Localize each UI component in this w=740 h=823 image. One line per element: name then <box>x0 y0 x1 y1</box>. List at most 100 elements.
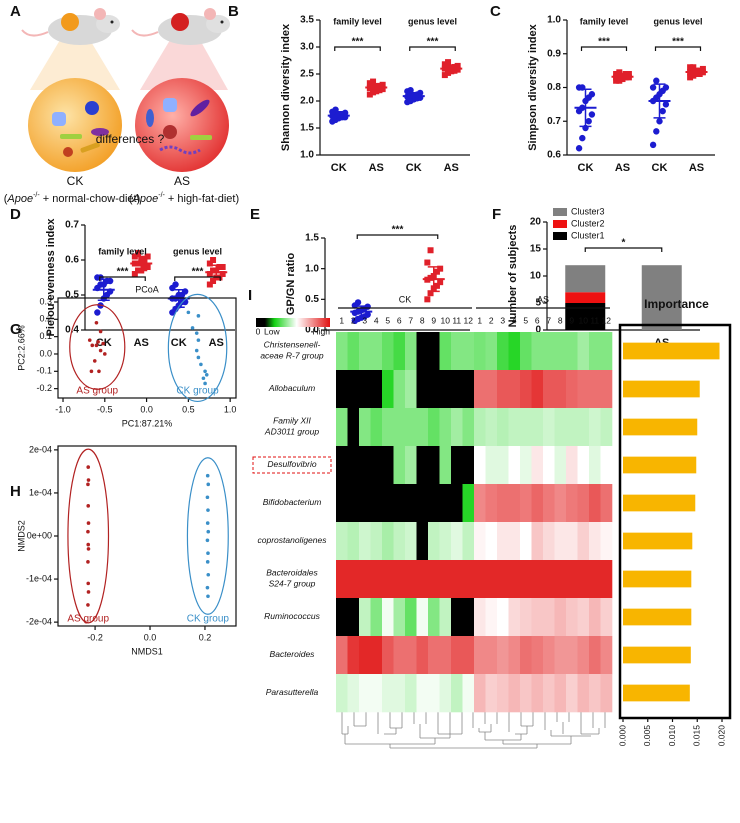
data-point <box>454 66 461 73</box>
data-point <box>625 71 632 77</box>
data-point <box>427 274 434 281</box>
data-point <box>416 89 424 97</box>
y-tick-label: 0.7 <box>547 116 561 127</box>
data-point <box>699 65 706 72</box>
error-bar <box>370 82 383 93</box>
error-bar <box>579 88 592 128</box>
data-point <box>376 87 383 94</box>
data-point <box>588 91 596 98</box>
data-point <box>205 521 210 525</box>
heat-cell <box>336 484 348 523</box>
data-point <box>366 80 373 87</box>
heat-cell <box>577 522 590 561</box>
heat-cell <box>462 446 475 485</box>
heat-cell <box>393 674 406 713</box>
data-point <box>437 279 444 286</box>
data-point <box>445 69 452 76</box>
series-label: CK group <box>187 614 230 625</box>
data-point <box>379 81 386 88</box>
data-point <box>86 542 91 547</box>
x-tick-label: 0.2 <box>199 632 212 642</box>
heat-cell <box>416 636 429 675</box>
data-point <box>437 265 444 272</box>
y-tick-label: 1.0 <box>300 150 314 161</box>
heat-cell <box>439 446 452 485</box>
significance-bracket <box>334 46 381 51</box>
data-point <box>196 314 201 318</box>
heat-cell <box>508 598 521 637</box>
y-tick-label: 15 <box>530 244 542 255</box>
error-bar <box>332 111 345 121</box>
heat-cell <box>359 446 371 485</box>
data-point <box>445 59 452 66</box>
data-point <box>354 299 362 306</box>
x-tick-label: 0.000 <box>617 725 627 747</box>
heat-cell <box>405 560 417 599</box>
column-label: 6 <box>535 315 540 325</box>
heat-cell <box>347 636 360 675</box>
group-label: family level <box>98 246 147 256</box>
heat-cell <box>462 370 475 409</box>
data-point <box>588 111 596 118</box>
x-tick-label: 0.5 <box>182 404 195 414</box>
data-point <box>86 547 91 551</box>
data-point <box>379 86 386 93</box>
data-point <box>205 560 210 564</box>
group-ellipse <box>186 457 229 615</box>
heat-cell <box>370 674 383 713</box>
y-tick-label: 1.0 <box>547 15 561 26</box>
data-point <box>94 320 99 325</box>
caption-part: + normal-chow-diet) <box>40 193 141 205</box>
heat-cell <box>347 674 360 713</box>
row-label: Christensenell-aceae R-7 group <box>260 340 324 361</box>
heat-cell <box>600 332 613 371</box>
heat-cell <box>428 408 440 447</box>
data-point <box>433 268 440 275</box>
data-point <box>206 281 213 288</box>
heat-cell <box>451 674 463 713</box>
heat-cell <box>451 332 463 371</box>
data-point <box>653 77 660 84</box>
error-bar <box>653 83 666 119</box>
heat-cell <box>554 674 567 713</box>
heat-cell <box>428 636 440 675</box>
heat-cell <box>497 484 509 523</box>
heat-cell <box>451 370 463 409</box>
column-label: 12 <box>602 315 612 325</box>
x-tick-label: 0.0 <box>144 632 157 642</box>
data-point <box>144 253 151 260</box>
heat-cell <box>508 446 521 485</box>
heat-cell <box>439 370 452 409</box>
row-label-line: Parasutterella <box>266 687 319 697</box>
x-tick-label: 1.0 <box>224 404 237 414</box>
heat-cell <box>393 332 406 371</box>
heat-cell <box>416 674 429 713</box>
y-tick-label: 0.5 <box>65 290 79 301</box>
panel-label: G <box>10 321 22 338</box>
data-point <box>370 78 377 85</box>
heat-cell <box>393 484 406 523</box>
data-point <box>196 355 201 360</box>
heat-cell <box>554 522 567 561</box>
heat-cell <box>485 446 498 485</box>
chart-title: Importance <box>644 297 709 311</box>
bar-segment <box>641 265 682 330</box>
heat-cell <box>589 636 601 675</box>
heat-cell <box>347 370 360 409</box>
data-point <box>206 260 213 267</box>
data-point <box>86 560 90 564</box>
data-point <box>210 257 217 263</box>
data-point <box>451 63 458 70</box>
heat-cell <box>589 598 601 637</box>
heat-cell <box>589 560 601 599</box>
column-label: 10 <box>579 315 589 325</box>
significance-bracket <box>584 247 663 252</box>
y-axis-label: Number of subjects <box>507 225 519 328</box>
heat-cell <box>359 332 371 371</box>
dendrogram <box>341 712 606 749</box>
x-tick-label: CK <box>331 162 347 174</box>
x-tick-label: 0.020 <box>716 725 726 747</box>
group-name: AS <box>174 174 190 188</box>
row-label-line: Desulfovibrio <box>267 459 316 469</box>
data-point <box>199 362 203 367</box>
